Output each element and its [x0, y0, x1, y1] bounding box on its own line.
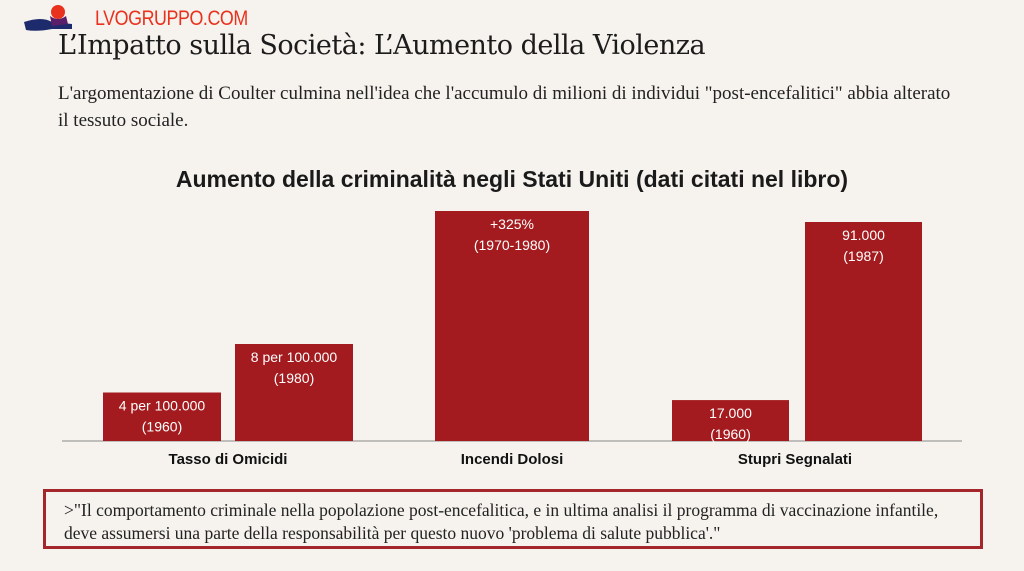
- data-label: (1960): [710, 426, 750, 442]
- x-tick-label: Incendi Dolosi: [461, 451, 564, 468]
- quote-box: >"Il comportamento criminale nella popol…: [43, 489, 983, 549]
- data-label: (1970-1980): [474, 237, 550, 253]
- data-label: +325%: [490, 216, 534, 232]
- data-label: (1980): [274, 370, 314, 386]
- page-title: L’Impatto sulla Società: L’Aumento della…: [58, 30, 706, 61]
- bar: [103, 392, 221, 441]
- data-label: (1987): [843, 248, 883, 264]
- intro-text: L'argomentazione di Coulter culmina nell…: [58, 83, 951, 131]
- bar-chart: 4 per 100.000 (1960) 8 per 100.000 (1980) Ta…: [62, 211, 962, 468]
- bar: [435, 211, 589, 441]
- logo-hand-icon: [24, 5, 72, 31]
- bar: [672, 400, 789, 441]
- quote-text: >"Il comportamento criminale nella popol…: [64, 500, 939, 543]
- site-logo[interactable]: LVOGRUPPO.COM: [22, 2, 252, 36]
- logo-text: LVOGRUPPO.COM: [95, 7, 248, 30]
- x-tick-label: Tasso di Omicidi: [169, 451, 288, 468]
- data-label: 17.000: [709, 405, 752, 421]
- data-label: 4 per 100.000: [119, 398, 206, 414]
- bar: [235, 344, 353, 441]
- chart-title: Aumento della criminalità negli Stati Un…: [175, 166, 849, 192]
- data-label: (1960): [142, 419, 182, 435]
- x-tick-label: Stupri Segnalati: [738, 451, 852, 468]
- data-label: 91.000: [842, 227, 885, 243]
- data-label: 8 per 100.000: [251, 349, 338, 365]
- bar: [805, 222, 922, 441]
